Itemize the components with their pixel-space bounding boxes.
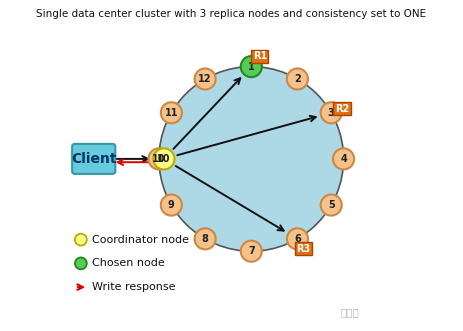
Circle shape <box>241 241 262 262</box>
Circle shape <box>287 228 308 249</box>
FancyBboxPatch shape <box>72 144 115 174</box>
Circle shape <box>161 102 182 123</box>
Text: Coordinator node: Coordinator node <box>92 235 188 245</box>
Circle shape <box>153 148 175 169</box>
Text: Single data center cluster with 3 replica nodes and consistency set to ONE: Single data center cluster with 3 replic… <box>37 9 426 19</box>
Text: R2: R2 <box>335 104 349 114</box>
Circle shape <box>321 195 342 215</box>
Circle shape <box>194 228 216 249</box>
Text: 8: 8 <box>202 234 208 244</box>
Text: 4: 4 <box>340 154 347 164</box>
Text: 10: 10 <box>152 154 166 164</box>
Circle shape <box>321 102 342 123</box>
Text: Write response: Write response <box>92 282 175 292</box>
Text: R3: R3 <box>296 244 311 254</box>
Text: 7: 7 <box>248 246 255 256</box>
Text: 亿速云: 亿速云 <box>341 307 360 317</box>
Text: 11: 11 <box>165 108 178 118</box>
Text: 2: 2 <box>294 74 301 84</box>
Text: 5: 5 <box>328 200 335 210</box>
Circle shape <box>241 56 262 77</box>
Text: Client: Client <box>71 152 117 166</box>
Circle shape <box>75 258 87 269</box>
Circle shape <box>149 148 169 169</box>
Text: 10: 10 <box>157 154 171 164</box>
Text: 9: 9 <box>168 200 175 210</box>
Text: R1: R1 <box>253 51 267 61</box>
Circle shape <box>159 67 344 251</box>
Text: 3: 3 <box>328 108 335 118</box>
Circle shape <box>75 234 87 246</box>
Circle shape <box>287 69 308 89</box>
Circle shape <box>333 148 354 169</box>
Circle shape <box>194 69 216 89</box>
Text: 12: 12 <box>198 74 212 84</box>
Text: Chosen node: Chosen node <box>92 259 164 268</box>
Circle shape <box>161 195 182 215</box>
Text: 6: 6 <box>294 234 301 244</box>
Text: 1: 1 <box>248 62 255 71</box>
